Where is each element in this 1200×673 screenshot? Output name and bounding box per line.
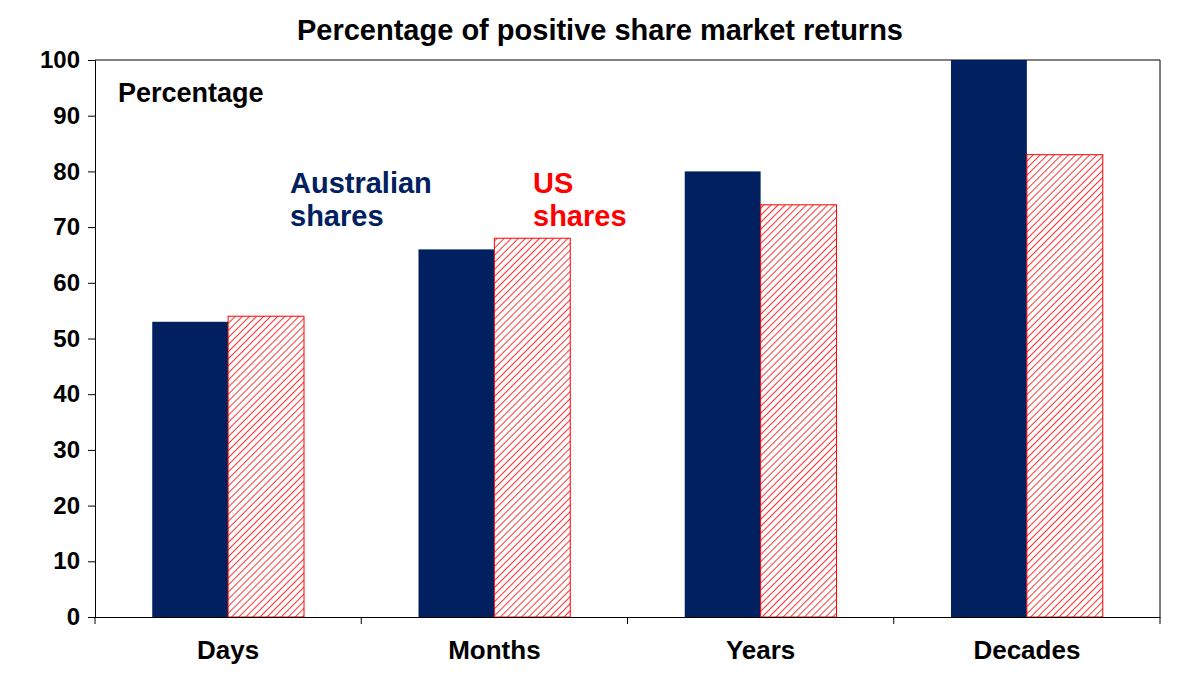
tick-label: 90 xyxy=(53,102,80,129)
tick: Years xyxy=(726,617,795,665)
tick-label: Months xyxy=(448,635,540,665)
category-divider xyxy=(95,617,96,624)
bar xyxy=(152,322,228,617)
tick-label: 30 xyxy=(53,436,80,463)
tick: Decades xyxy=(973,617,1080,665)
tick: 60 xyxy=(53,269,95,296)
tick-mark xyxy=(88,116,95,117)
tick-label: Days xyxy=(197,635,259,665)
tick: 100 xyxy=(40,46,95,73)
tick-mark xyxy=(88,283,95,284)
tick-mark xyxy=(88,227,95,228)
axis-line xyxy=(88,61,96,618)
tick-mark xyxy=(88,171,95,172)
tick-mark xyxy=(88,394,95,395)
legend-entry: USshares xyxy=(533,167,627,232)
legend-entry: Australianshares xyxy=(290,167,432,232)
tick: 30 xyxy=(53,436,95,463)
category-divider xyxy=(361,617,362,624)
tick-label: 50 xyxy=(53,325,80,352)
tick-mark xyxy=(88,617,95,618)
y-axis: 0 10 20 30 40 50 60 70 80 90 100 xyxy=(40,46,96,630)
bar xyxy=(951,60,1027,617)
tick-label: 80 xyxy=(53,158,80,185)
bar xyxy=(685,171,761,617)
tick-label: 40 xyxy=(53,380,80,407)
tick-label: 70 xyxy=(53,213,80,240)
frame xyxy=(1160,60,1161,617)
tick-label: 100 xyxy=(40,46,80,73)
tick-label: 0 xyxy=(67,603,80,630)
tick: Days xyxy=(197,617,259,665)
tick-label: Years xyxy=(726,635,795,665)
tick: 20 xyxy=(53,492,95,519)
tick-mark xyxy=(88,60,95,61)
tick-label: 60 xyxy=(53,269,80,296)
bars xyxy=(152,60,1103,617)
category-divider xyxy=(627,617,628,624)
tick-mark xyxy=(88,561,95,562)
tick: 40 xyxy=(53,380,95,407)
tick-mark xyxy=(88,506,95,507)
category-divider xyxy=(893,617,894,624)
category-divider xyxy=(1160,617,1161,624)
x-axis: Days Months Years Decades xyxy=(95,617,1161,665)
tick: 70 xyxy=(53,213,95,240)
bar xyxy=(494,238,570,617)
tick-mark xyxy=(88,339,95,340)
tick: 10 xyxy=(53,547,95,574)
tick: 50 xyxy=(53,325,95,352)
bar xyxy=(418,249,494,617)
tick-label: 10 xyxy=(53,547,80,574)
chart: Percentage of positive share market retu… xyxy=(0,0,1200,673)
legend: Australianshares USshares xyxy=(290,167,627,232)
tick-label: Decades xyxy=(973,635,1080,665)
title: Percentage of positive share market retu… xyxy=(297,14,903,46)
tick: 0 xyxy=(67,603,95,630)
tick-label: 20 xyxy=(53,492,80,519)
bar xyxy=(761,205,837,617)
bar xyxy=(228,316,304,617)
tick: 90 xyxy=(53,102,95,129)
plot: 0 10 20 30 40 50 60 70 80 90 100 Days Months Years Dec… xyxy=(40,46,1161,665)
tick: Months xyxy=(448,617,540,665)
axis-title: Percentage xyxy=(118,78,264,108)
tick-mark xyxy=(88,450,95,451)
bar xyxy=(1027,155,1103,617)
tick: 80 xyxy=(53,158,95,185)
